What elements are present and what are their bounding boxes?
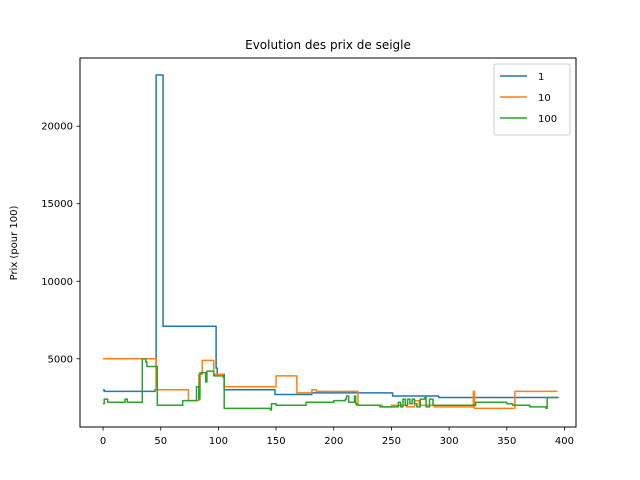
y-tick-label: 10000 — [41, 277, 73, 288]
y-tick-label: 15000 — [41, 199, 73, 210]
y-axis-ticks: 5000 10000 15000 20000 — [41, 122, 80, 365]
legend: 1 10 100 — [493, 63, 571, 136]
plot-lines — [103, 74, 559, 411]
y-tick-label: 5000 — [48, 354, 73, 365]
x-tick-label: 250 — [382, 436, 401, 447]
legend-box — [493, 63, 571, 136]
x-tick-label: 300 — [440, 436, 459, 447]
x-tick-label: 150 — [267, 436, 286, 447]
chart-title: Evolution des prix de seigle — [245, 38, 411, 52]
x-tick-label: 400 — [555, 436, 574, 447]
y-tick-label: 20000 — [41, 122, 73, 133]
x-tick-label: 50 — [154, 436, 167, 447]
x-tick-label: 100 — [209, 436, 228, 447]
series-line-100 — [103, 358, 558, 411]
x-tick-label: 0 — [100, 436, 106, 447]
x-tick-label: 350 — [497, 436, 516, 447]
x-tick-label: 200 — [324, 436, 343, 447]
y-axis-label: Prix (pour 100) — [9, 205, 20, 280]
axes-frame — [79, 57, 577, 428]
legend-label-100: 100 — [538, 114, 557, 125]
legend-label-1: 1 — [538, 72, 544, 83]
x-axis-ticks: 0 50 100 150 200 250 300 350 400 — [100, 427, 574, 447]
legend-label-10: 10 — [538, 93, 551, 104]
